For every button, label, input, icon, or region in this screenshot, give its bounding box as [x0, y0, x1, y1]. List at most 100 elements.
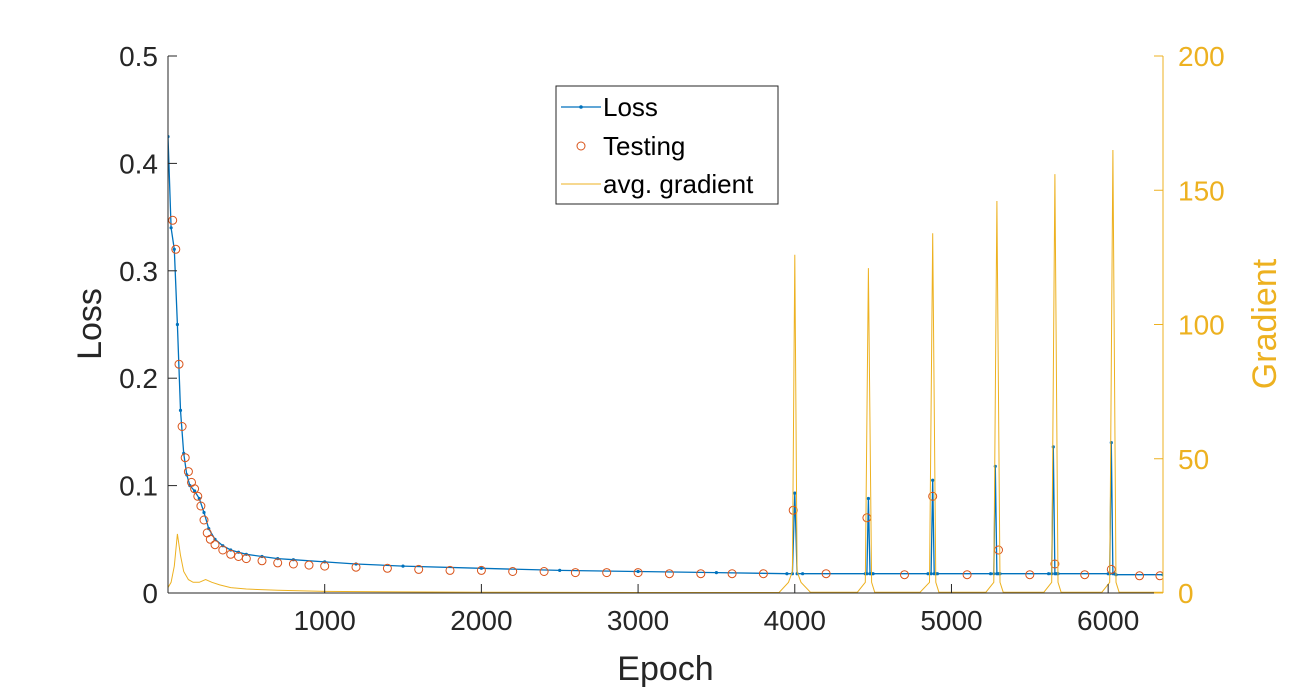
testing-marker — [205, 534, 215, 544]
x-axis-label: Epoch — [617, 650, 713, 688]
testing-marker — [758, 569, 768, 579]
y-tick-label: 0 — [142, 578, 158, 609]
y2-tick-label: 200 — [1178, 41, 1225, 72]
testing-marker — [177, 422, 187, 431]
testing-marker — [304, 560, 314, 570]
testing-marker — [821, 569, 831, 579]
testing-marker — [727, 569, 737, 579]
testing-marker — [171, 244, 181, 254]
y2-tick-label: 150 — [1178, 175, 1225, 206]
loss-point — [169, 226, 173, 230]
loss-point — [935, 572, 940, 576]
testing-marker — [273, 558, 283, 568]
testing-marker — [862, 513, 872, 523]
x-tick-label: 6000 — [1077, 605, 1139, 636]
legend-label: avg. gradient — [603, 169, 754, 199]
testing-marker — [1106, 564, 1116, 574]
testing-marker — [241, 554, 251, 564]
x-tick-label: 4000 — [764, 605, 826, 636]
testing-marker — [570, 568, 580, 578]
testing-marker — [196, 501, 206, 511]
testing-marker — [288, 559, 298, 569]
loss-point — [865, 572, 869, 576]
testing-marker — [962, 570, 972, 580]
testing-marker — [193, 491, 203, 501]
y-tick-label: 0.4 — [119, 148, 158, 179]
testing-marker — [414, 564, 424, 574]
loss-point — [1047, 572, 1051, 576]
axes-layer: 1000 2000 3000 4000 5000 600000.10.20.30.40.5… — [71, 41, 1284, 688]
loss-point — [175, 322, 179, 327]
gradient-line — [168, 149, 1163, 593]
loss-point — [558, 568, 562, 573]
loss-point — [801, 572, 805, 576]
testing-marker — [994, 545, 1003, 555]
y-tick-label: 0.5 — [119, 41, 158, 72]
loss-point — [193, 489, 197, 493]
testing-marker — [210, 540, 220, 550]
testing-marker — [199, 515, 209, 525]
loss-point — [989, 572, 993, 576]
y2-tick-label: 100 — [1178, 310, 1225, 341]
x-tick-label: 1000 — [294, 605, 356, 636]
testing-marker — [183, 467, 193, 477]
loss-point — [931, 478, 935, 482]
loss-point — [202, 510, 206, 515]
x-tick-label: 5000 — [920, 605, 982, 636]
y-axis-label: Loss — [71, 288, 109, 360]
loss-point — [636, 569, 640, 574]
legend-label: Loss — [603, 92, 658, 122]
loss-point — [929, 572, 933, 576]
testing-marker — [900, 570, 909, 580]
y-tick-label: 0.1 — [119, 471, 158, 502]
y-tick-label: 0.3 — [119, 256, 158, 287]
loss-point — [401, 564, 405, 568]
testing-marker — [218, 545, 228, 555]
testing-marker — [1025, 570, 1035, 580]
testing-marker — [445, 565, 455, 575]
testing-marker — [476, 565, 486, 575]
testing-marker — [1155, 571, 1163, 581]
testing-marker — [1050, 559, 1060, 569]
series-layer — [168, 135, 1163, 593]
legend-swatch-testing — [576, 141, 586, 151]
x-tick-label: 2000 — [450, 605, 512, 636]
testing-marker — [696, 569, 706, 579]
y-tick-label: 0.2 — [119, 363, 158, 394]
y2-axis-label: Gradient — [1246, 258, 1284, 389]
testing-marker — [508, 567, 518, 576]
testing-marker — [190, 484, 200, 494]
testing-marker — [382, 563, 392, 573]
testing-marker — [602, 568, 612, 578]
loss-point — [714, 571, 719, 575]
testing-marker — [168, 215, 178, 225]
testing-marker — [174, 359, 184, 369]
testing-marker — [1135, 571, 1144, 581]
testing-marker — [664, 569, 674, 579]
legend-label: Testing — [603, 131, 685, 161]
loss-point — [871, 572, 875, 576]
legend: Loss Testing avg. gradient — [555, 85, 779, 205]
testing-marker — [257, 556, 267, 566]
testing-marker — [180, 453, 190, 463]
loss-point — [479, 566, 483, 570]
testing-marker — [320, 561, 330, 571]
y2-tick-label: 50 — [1178, 444, 1209, 475]
loss-point — [178, 408, 183, 412]
x-tick-label: 3000 — [607, 605, 669, 636]
loss-point — [926, 572, 930, 576]
testing-marker — [1080, 570, 1090, 580]
testing-marker — [351, 562, 361, 572]
y2-tick-label: 0 — [1178, 578, 1194, 609]
testing-marker — [633, 568, 643, 578]
loss-point — [993, 464, 997, 468]
loss-point — [172, 247, 176, 251]
testing-marker — [928, 491, 938, 501]
loss-point — [785, 572, 789, 576]
legend-swatch-loss-dot — [579, 105, 583, 109]
testing-marker — [539, 567, 549, 576]
loss-point — [1051, 445, 1055, 449]
loss-point — [793, 491, 797, 495]
loss-point — [866, 496, 871, 501]
